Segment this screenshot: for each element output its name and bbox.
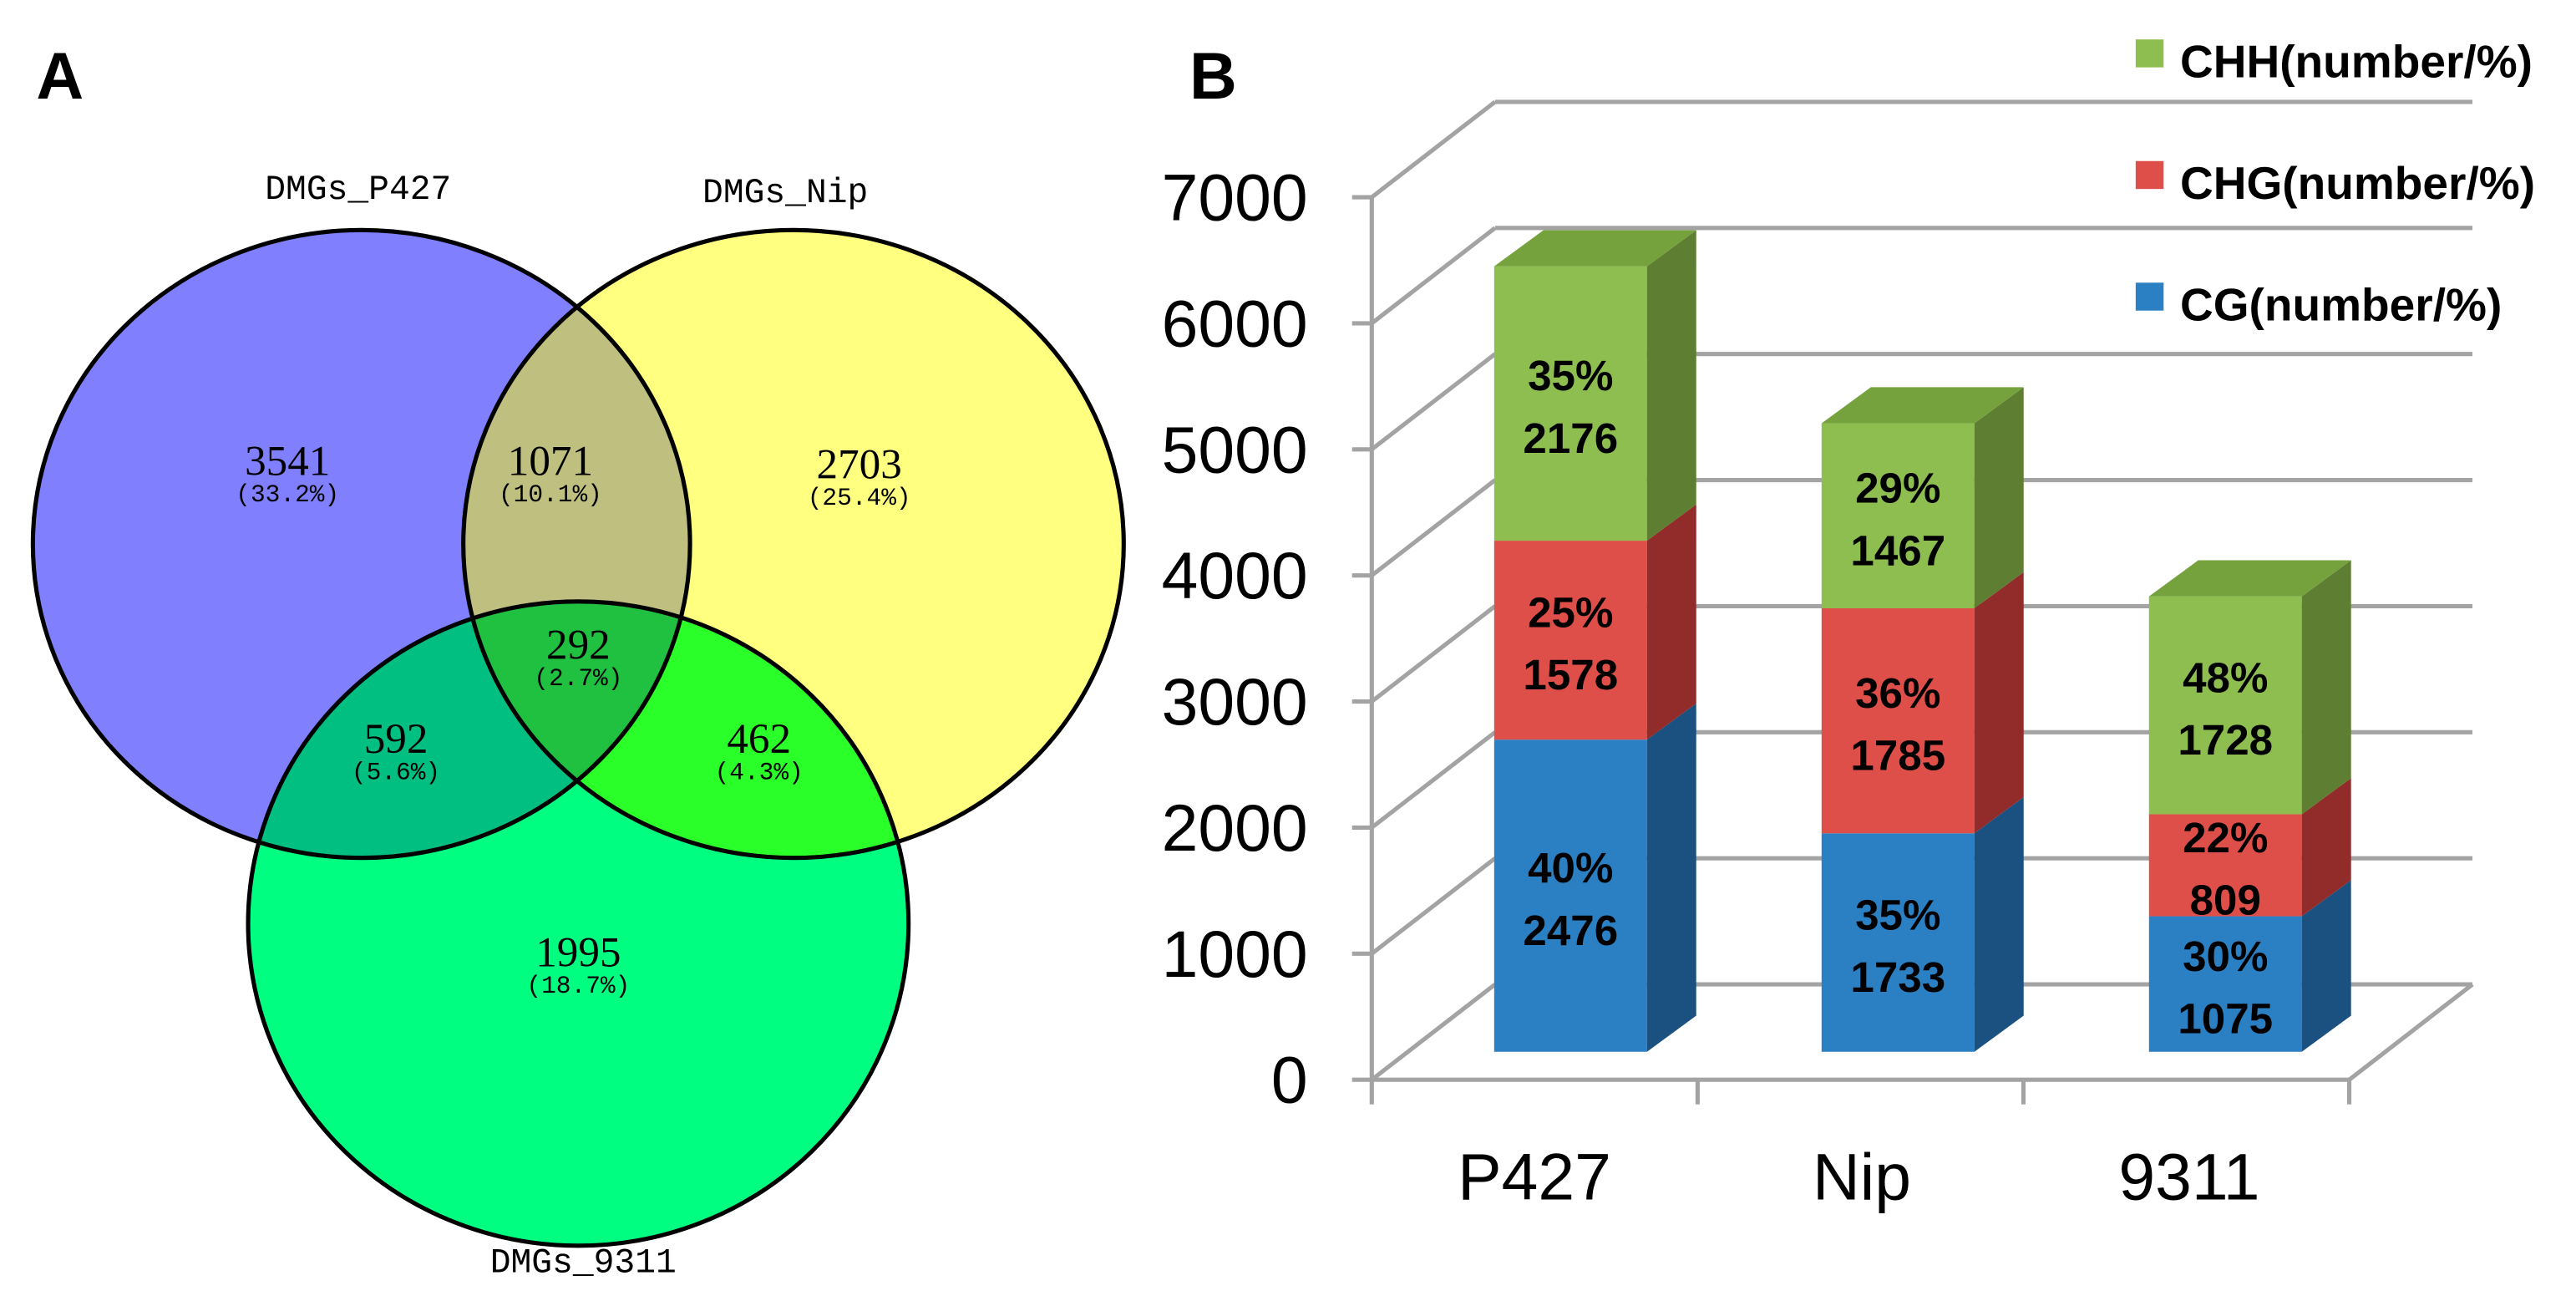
bar-9311-chh-percent-label: 48% [2183,653,2268,701]
bar-nip-chg-percent-label: 36% [1855,669,1940,717]
data-labels: 40% 2476 25% 1578 35% 2176 35% 1733 36% 1785 29% 14… [1523,352,2273,1042]
x-tick-label-nip: Nip [1813,1141,1911,1214]
venn-percent-p427-nip: (10.1%) [499,480,602,509]
venn-diagram: A DMGs_P427 DMGs_Nip DMGs_9311 3541 (33.… [30,39,1126,1283]
bar-9311-cg-value-label: 1075 [2178,995,2273,1043]
gridline-side [1370,604,1497,704]
venn-outline-nip [461,227,1126,861]
venn-clip-group [248,601,691,858]
floor-right-edge [2347,983,2474,1082]
bar-p427-chg-percent-label: 25% [1528,588,1613,636]
stacked-bar-chart-3d: B 0 1000 2000 3000 4000 5000 6000 7000 P427 Nip 93… [1162,35,2535,1213]
venn-set-label-p427: DMGs_P427 [265,171,451,210]
bar-p427-chh-value-label: 2176 [1523,414,1618,462]
venn-region-nip-9311 [463,601,909,858]
bar-p427-chg-side [1646,504,1696,740]
bar-9311-chg-front [2148,814,2302,917]
bar-p427-cg-percent-label: 40% [1528,844,1613,892]
venn-percent-9311-only: (18.7%) [526,972,630,1000]
venn-percent-nip-9311: (4.3%) [715,758,804,786]
bar-nip-chg-side [1974,572,2024,834]
bar-nip-cg-percent-label: 35% [1855,891,1940,938]
gridline-side [1370,478,1497,577]
venn-outline-p427 [30,227,692,861]
bar-nip-cg-side [1974,796,2024,1052]
legend-swatch-cg [2135,282,2164,311]
bar-p427-chh-top [1493,230,1696,267]
x-tick-label-p427: P427 [1458,1141,1611,1214]
legend: CHH(number/%) CHG(number/%) CG(number/%) [2135,35,2535,331]
legend-label-chg: CHG(number/%) [2180,157,2535,209]
gridline-side [1370,99,1497,200]
legend-swatch-chg [2135,160,2164,190]
venn-percent-p427-only: (33.2%) [236,480,339,509]
bar-9311-chg-percent-label: 22% [2183,814,2268,861]
bar-nip-cg-front [1821,833,1975,1052]
venn-count-p427-only: 3541 [245,437,330,485]
bar-9311-chg-side [2301,778,2351,917]
bar-9311-chh-front [2148,596,2302,815]
bar-nip-chh-side [1974,387,2024,608]
venn-percent-p427-9311: (5.6%) [352,758,440,786]
venn-outline-9311 [246,599,911,1248]
y-tick-label: 5000 [1162,413,1308,486]
bar-p427-cg-side [1646,703,1696,1052]
gridline-side [1370,730,1497,830]
bar-nip-chg-front [1821,607,1975,834]
venn-region-p427-9311 [248,601,691,858]
gridline-side [1370,856,1497,956]
y-tick-label: 1000 [1162,917,1308,991]
bar-9311-chh-side [2301,560,2351,815]
x-tick-label-9311: 9311 [2118,1141,2259,1214]
y-tick-label: 2000 [1162,791,1308,865]
bar-p427-cg-value-label: 2476 [1523,907,1618,954]
legend-label-chh: CHH(number/%) [2180,35,2533,87]
gridline-side [1370,983,1497,1082]
bar-9311-chh-top [2148,560,2351,597]
legend-swatch-chh [2135,39,2164,68]
bar-9311-chg-value-label: 809 [2190,877,2261,924]
bars [1493,230,2351,1052]
panel-label-a: A [36,39,84,113]
gridline-side [1370,352,1497,451]
bar-nip-cg-value-label: 1733 [1850,953,1945,1001]
venn-set-label-nip: DMGs_Nip [702,175,868,213]
venn-percent-all: (2.7%) [534,664,622,693]
axes: P427 Nip 9311 [1369,197,2474,1214]
bar-nip-chh-value-label: 1467 [1850,526,1945,574]
bar-p427-chh-percent-label: 35% [1528,352,1613,399]
legend-label-cg: CG(number/%) [2180,279,2502,331]
venn-set-label-9311: DMGs_9311 [490,1244,677,1283]
y-tick-label: 3000 [1162,665,1308,739]
venn-count-p427-nip: 1071 [508,437,593,485]
bar-9311-cg-side [2301,880,2351,1052]
venn-count-nip-only: 2703 [817,440,902,488]
y-tick-label: 0 [1271,1044,1308,1117]
y-tick-label: 4000 [1162,539,1308,612]
bar-9311-cg-percent-label: 30% [2183,933,2268,980]
bar-p427-chg-value-label: 1578 [1523,651,1618,699]
bar-9311-cg-front [2148,916,2302,1052]
venn-count-9311-only: 1995 [535,928,621,976]
bar-nip-chh-top [1821,387,2024,424]
bar-p427-chh-side [1646,230,1696,541]
venn-count-all: 292 [546,622,611,669]
bar-nip-chg-value-label: 1785 [1850,732,1945,780]
y-tick-label: 7000 [1162,161,1308,235]
bar-p427-chh-front [1493,266,1647,541]
bar-nip-chh-front [1821,423,1975,608]
venn-count-nip-9311: 462 [727,715,791,763]
panel-label-b: B [1189,39,1237,113]
bar-nip-chh-percent-label: 29% [1855,465,1940,512]
gridline-side [1370,226,1497,325]
venn-clip-group [463,601,909,858]
bar-9311-chh-value-label: 1728 [2178,716,2273,764]
venn-count-p427-9311: 592 [364,715,428,763]
bar-p427-chg-front [1493,541,1647,740]
bar-p427-cg-front [1493,739,1647,1052]
venn-percent-nip-only: (25.4%) [808,484,911,512]
y-tick-label: 6000 [1162,287,1308,360]
